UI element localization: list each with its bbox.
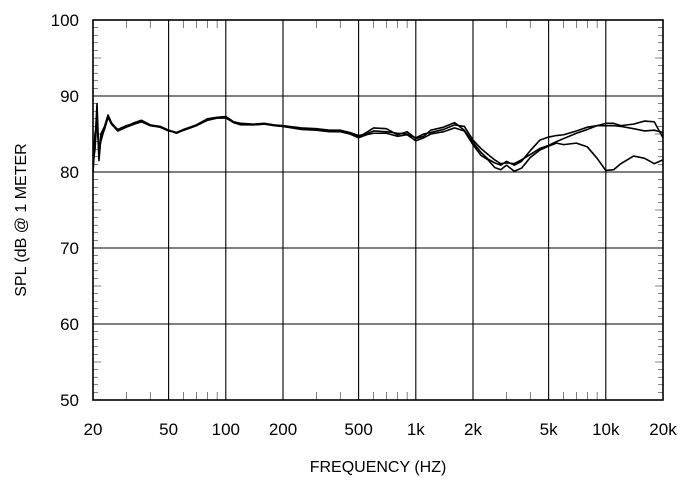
x-tick-label: 2k — [464, 420, 482, 439]
x-tick-label: 100 — [212, 420, 240, 439]
series-line-2 — [92, 114, 664, 166]
x-tick-label: 1k — [407, 420, 425, 439]
x-tick-label: 10k — [592, 420, 620, 439]
x-tick-label: 50 — [159, 420, 178, 439]
series-group — [92, 102, 664, 173]
x-axis-label: FREQUENCY (HZ) — [310, 459, 447, 476]
series-line-3 — [92, 115, 664, 173]
y-axis-label: SPL (dB @ 1 METER — [13, 143, 30, 296]
x-tick-label: 500 — [344, 420, 372, 439]
tick-labels: 20 50 100 200 500 1k 2k 5k 10k 20k 50 60 70 80 90 100 — [51, 11, 678, 439]
y-tick-label: 80 — [60, 163, 79, 182]
y-tick-label: 100 — [51, 11, 79, 30]
y-tick-label: 90 — [60, 87, 79, 106]
x-tick-label: 200 — [269, 420, 297, 439]
x-tick-label: 20k — [649, 420, 677, 439]
y-tick-label: 50 — [60, 391, 79, 410]
x-tick-label: 5k — [540, 420, 558, 439]
grid — [93, 20, 663, 400]
plot-frame — [92, 19, 664, 401]
x-tick-label: 20 — [84, 420, 103, 439]
y-tick-label: 70 — [60, 239, 79, 258]
y-tick-label: 60 — [60, 315, 79, 334]
series-line-1 — [92, 102, 664, 173]
